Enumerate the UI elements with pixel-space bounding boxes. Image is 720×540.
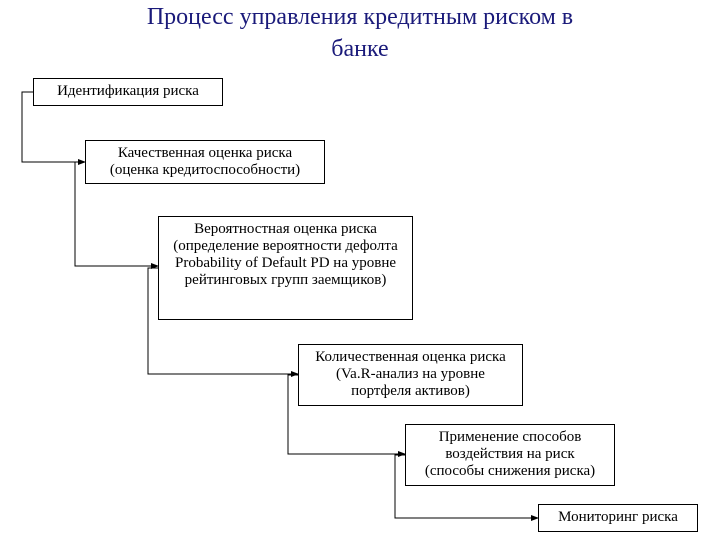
flow-box-b4: Количественная оценка риска (Va.R-анализ…: [298, 344, 523, 406]
flow-box-b3: Вероятностная оценка риска (определение …: [158, 216, 413, 320]
diagram-title-line2: банке: [0, 36, 720, 63]
flow-box-b2: Качественная оценка риска (оценка кредит…: [85, 140, 325, 184]
flow-box-b1: Идентификация риска: [33, 78, 223, 106]
flow-box-b6: Мониторинг риска: [538, 504, 698, 532]
flow-box-b5: Применение способов воздействия на риск …: [405, 424, 615, 486]
diagram-title-line1: Процесс управления кредитным риском в: [0, 4, 720, 31]
